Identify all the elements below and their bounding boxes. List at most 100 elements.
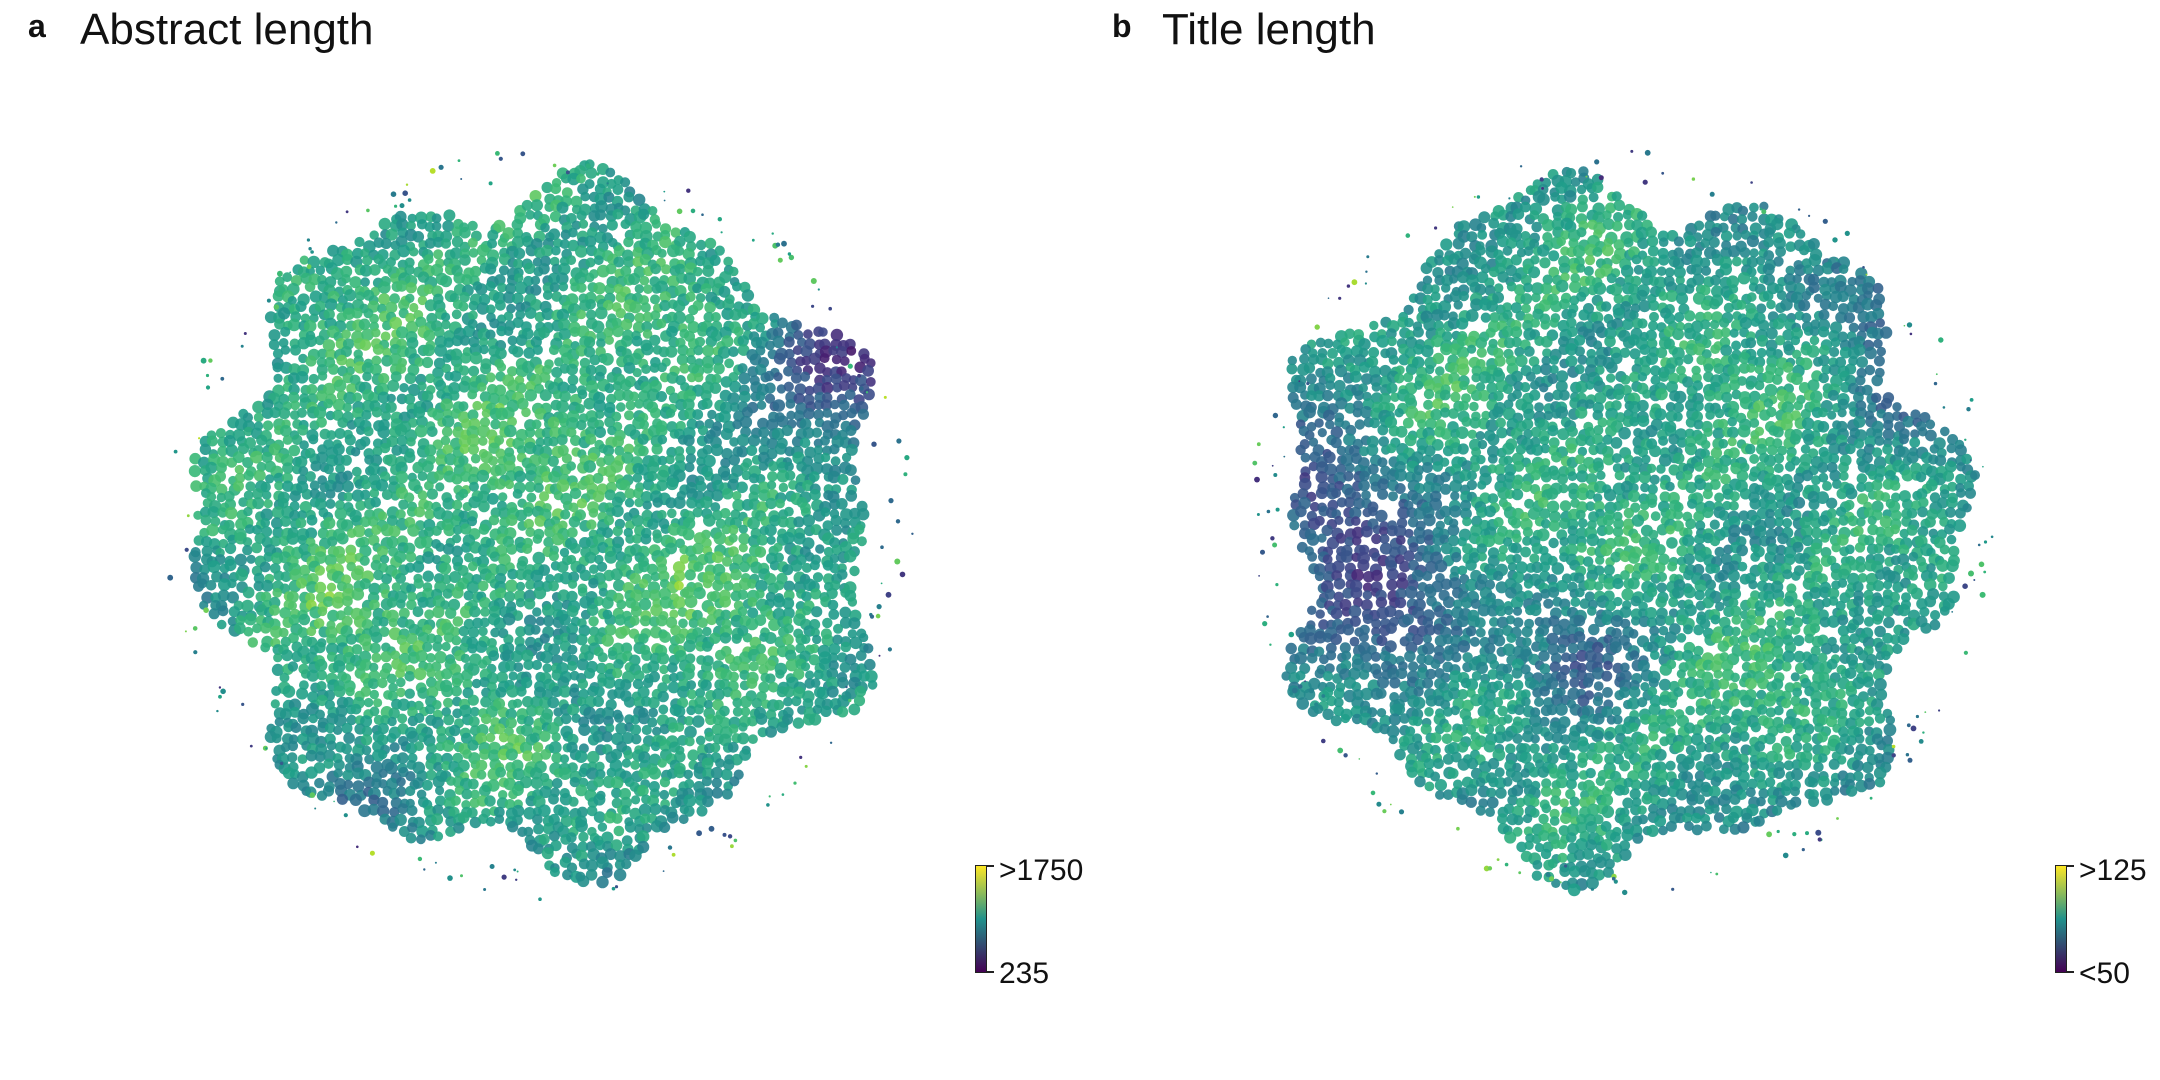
scatter-point [542, 290, 553, 301]
scatter-point [1514, 284, 1526, 296]
scatter-point [781, 793, 785, 796]
scatter-point [370, 631, 383, 644]
scatter-point [506, 543, 518, 555]
scatter-point [755, 391, 766, 402]
scatter-point [819, 353, 830, 364]
scatter-point [403, 492, 415, 503]
scatter-point [663, 199, 666, 202]
scatter-point [566, 427, 577, 438]
scatter-point [370, 363, 382, 376]
scatter-point [1647, 245, 1659, 257]
scatter-point [495, 686, 507, 698]
scatter-point [835, 346, 839, 349]
scatter-point [593, 282, 606, 295]
scatter-point [610, 839, 623, 852]
scatter-point [417, 596, 429, 608]
scatter-point [777, 257, 783, 263]
scatter-point [289, 271, 292, 274]
scatter-point [469, 265, 482, 278]
panel-a: a Abstract length >1750 235 [28, 8, 1083, 989]
scatter-point [1602, 218, 1615, 231]
scatter-point [639, 615, 651, 627]
scatter-point [351, 307, 363, 319]
scatter-point [624, 821, 637, 833]
scatter-point [460, 352, 472, 364]
scatter-point [723, 580, 734, 592]
scatter-point [243, 470, 254, 481]
scatter-point [396, 280, 408, 292]
scatter-point [1434, 255, 1445, 266]
scatter-point [478, 813, 489, 824]
scatter-point [542, 603, 555, 617]
scatter-point [821, 634, 834, 647]
scatter-point [521, 649, 534, 662]
scatter-point [232, 451, 245, 464]
scatter-point [459, 291, 470, 303]
scatter-point [706, 614, 718, 626]
scatter-point [624, 498, 635, 508]
scatter-point [723, 759, 735, 771]
scatter-point [457, 577, 470, 590]
scatter-point [291, 651, 303, 663]
scatter-point [256, 434, 268, 446]
scatter-point [741, 470, 752, 481]
scatter-point [1762, 263, 1775, 276]
scatter-point [732, 499, 745, 512]
scatter-point [567, 383, 577, 394]
scatter-point [1613, 293, 1624, 304]
scatter-point [452, 752, 464, 764]
scatter-point [526, 492, 537, 503]
scatter-point [289, 490, 301, 502]
scatter-point [793, 668, 805, 680]
scatter-point [1475, 337, 1487, 349]
scatter-point [463, 590, 474, 601]
scatter-point [290, 722, 302, 733]
scatter-point [847, 363, 853, 369]
scatter-point [666, 371, 679, 384]
scatter-point [414, 741, 424, 752]
scatter-point [268, 604, 280, 616]
scatter-point [1412, 326, 1424, 338]
scatter-point [354, 236, 365, 248]
scatter-point [715, 299, 725, 310]
scatter-point [710, 766, 724, 780]
scatter-point [390, 191, 397, 197]
scatter-point [523, 598, 536, 610]
scatter-point [1510, 254, 1522, 266]
scatter-point [687, 372, 697, 383]
scatter-point [657, 758, 667, 768]
scatter-point [459, 254, 471, 266]
scatter-point [327, 536, 338, 547]
scatter-point [630, 714, 641, 725]
scatter-point [253, 412, 264, 423]
scatter-point [1818, 326, 1830, 338]
scatter-point [227, 578, 237, 589]
scatter-point [332, 253, 345, 267]
scatter-point [479, 748, 491, 760]
scatter-point [648, 707, 658, 718]
scatter-point [630, 724, 642, 736]
scatter-point [529, 732, 541, 743]
scatter-point [367, 516, 379, 527]
scatter-point [478, 436, 488, 446]
scatter-point [764, 524, 777, 537]
scatter-point [1576, 227, 1587, 238]
scatter-point [1785, 241, 1796, 252]
scatter-point [551, 600, 563, 612]
scatter-point [1537, 244, 1550, 257]
scatter-point [686, 689, 697, 700]
scatter-point [701, 776, 713, 787]
scatter-point [576, 419, 587, 431]
scatter-point [522, 543, 533, 555]
scatter-point [395, 786, 407, 797]
scatter-point [361, 726, 373, 737]
scatter-point [206, 435, 218, 447]
scatter-point [273, 304, 280, 310]
scatter-point [1422, 283, 1434, 295]
scatter-point [325, 298, 338, 311]
scatter-point [660, 524, 671, 534]
scatter-point [728, 533, 738, 543]
scatter-point [641, 343, 654, 356]
scatter-point [1430, 291, 1441, 302]
scatter-point [451, 635, 462, 646]
